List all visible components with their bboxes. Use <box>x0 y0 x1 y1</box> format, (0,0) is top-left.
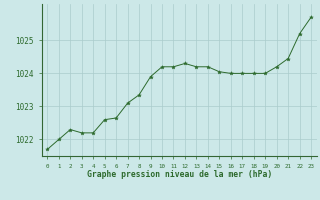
X-axis label: Graphe pression niveau de la mer (hPa): Graphe pression niveau de la mer (hPa) <box>87 170 272 179</box>
